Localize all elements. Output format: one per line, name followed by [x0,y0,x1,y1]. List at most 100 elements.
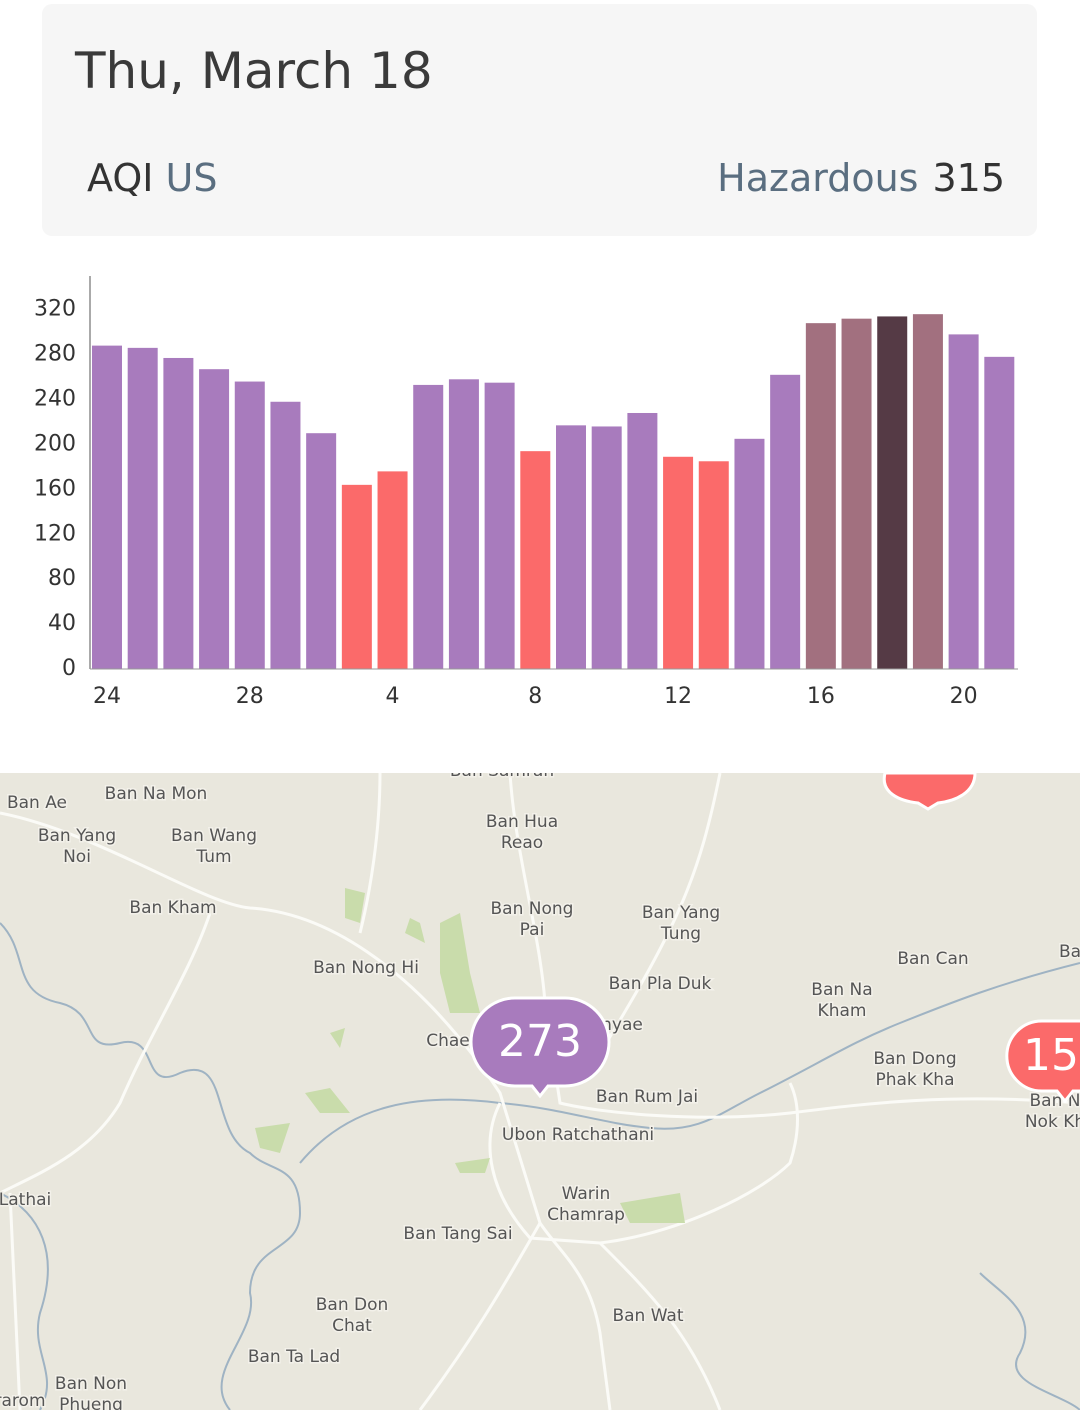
map-label: rarom [0,1391,45,1410]
map-label: Ban Rum Jai [596,1087,698,1107]
bar [770,374,801,669]
map-label-line: Tung [660,924,701,944]
map-label-line: Ban Nong Hi [313,958,419,978]
roads [0,773,1080,1410]
map-label: Ban Kham [129,898,216,918]
x-tick-label: 28 [236,684,264,709]
bar [448,379,479,669]
parks [255,888,685,1223]
map-label-line: Ban Hua [486,812,558,832]
aqi-marker-value: 273 [498,1016,582,1067]
index-label: AQI US [87,156,217,200]
x-tick-label: 24 [93,684,121,709]
map-label: Ban N Nok Kh [1025,1091,1080,1132]
y-tick-label: 240 [34,387,76,412]
map-label: Ban Wat [612,1306,683,1326]
map-label: Ubon Ratchathani [502,1125,654,1145]
map-label: Ban Dong Phak Kha [873,1049,956,1090]
map-label: Ban Yang Tung [642,903,720,944]
level-readout: Hazardous 315 [717,156,1005,200]
map-label-line: Lathai [0,1190,51,1210]
x-tick-label: 20 [950,684,978,709]
date-title: Thu, March 18 [75,42,433,100]
bar [591,426,622,669]
map-label: Warin Chamrap [547,1184,625,1225]
bar [734,438,765,669]
y-tick-label: 0 [62,656,76,681]
map-label-line: Ban Wat [612,1306,683,1326]
chart: 0 40 80 120 160 200 240 280 320 24 28 4 8 12 16 20 [34,276,1018,709]
aqi-marker[interactable] [1005,1019,1080,1104]
bar [306,433,337,669]
map-label: nyae [601,1015,643,1035]
map-label: Ban Na Mon [105,784,208,804]
y-tick-label: 320 [34,297,76,322]
map-label-line: Reao [501,833,543,853]
map-label-line: Phueng [59,1395,123,1410]
map-label: Ban Tang Sai [403,1224,512,1244]
bar [127,347,158,669]
map-label-line: Chae [426,1031,470,1051]
bar [627,412,658,669]
bar [413,384,444,669]
index-standard[interactable]: US [165,156,218,200]
x-tick-label: 8 [528,684,542,709]
map-label-line: Ban Na [811,980,872,1000]
summary-card: Thu, March 18 AQI US Hazardous 315 [42,4,1037,236]
map-label: Ban Nong Pai [491,899,574,940]
marker-partial[interactable] [882,773,977,811]
aqi-marker[interactable] [469,996,611,1099]
map-label-line: Warin [562,1184,611,1204]
map-label-line: Tum [195,847,231,867]
y-tick-label: 120 [34,521,76,546]
rivers [0,922,1080,1410]
map-label-line: Ubon Ratchathani [502,1125,654,1145]
bar [912,314,943,669]
map-label-line: Ban Ta Lad [248,1347,340,1367]
map-label: Ban Nong Hi [313,958,419,978]
map-label-line: Ban Can [897,949,968,969]
map-label: Ban Hua Reao [486,812,558,853]
map-label-line: Ban Samran [450,773,554,781]
bar [270,401,301,669]
map-label-line: Ban Rum Jai [596,1087,698,1107]
map-label-line: Ban Don [316,1295,389,1315]
map-label-line: Chamrap [547,1205,625,1225]
bar [948,334,979,669]
map-label: Ban Pla Duk [609,974,712,994]
map-label-line: Ban Ae [7,793,67,813]
map-label-line: Ban Tang Sai [403,1224,512,1244]
x-tick-label: 16 [807,684,835,709]
map-label-line: Pai [520,920,545,940]
map-label-line: nyae [601,1015,643,1035]
map-label-line: Ban Yang [38,826,116,846]
map-label-line: Nok Kh [1025,1112,1080,1132]
bar [484,382,515,669]
bar [984,356,1015,669]
map-label: Ban Na Kham [811,980,872,1021]
map-label-line: Phak Kha [875,1070,954,1090]
map-label-line: Ban Pla Duk [609,974,712,994]
bar [377,471,408,669]
map-label-line: Ban Nong [491,899,574,919]
map-label-line: Ba [1059,942,1080,962]
map-label-line: rarom [0,1391,45,1410]
map-label: Ban Yang Noi [38,826,116,867]
map-label-line: Ban Wang [171,826,257,846]
map-label: Lathai [0,1190,51,1210]
bar [341,484,372,669]
index-name: AQI [87,156,154,200]
map-label-line: Chat [332,1316,372,1336]
y-tick-label: 200 [34,431,76,456]
map-label: Ban Wang Tum [171,826,257,867]
y-tick-label: 160 [34,476,76,501]
bar [805,323,836,669]
map-label: Chae [426,1031,470,1051]
bar [698,461,729,669]
y-tick-label: 80 [48,566,76,591]
map-label-line: Ban Na Mon [105,784,208,804]
aqi-marker-value: 155 [1023,1030,1080,1081]
x-tick-label: 12 [664,684,692,709]
